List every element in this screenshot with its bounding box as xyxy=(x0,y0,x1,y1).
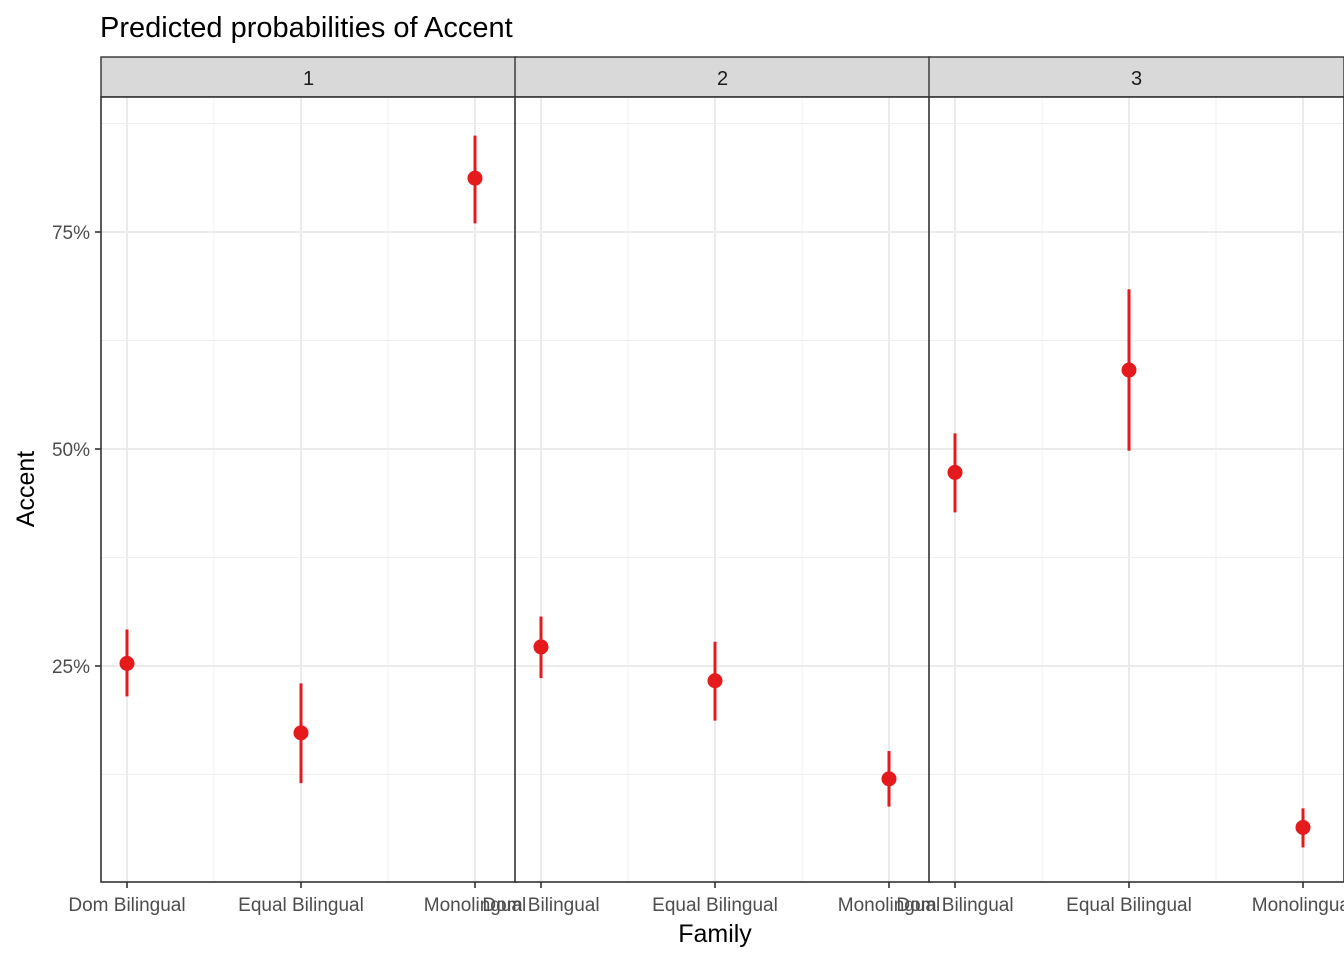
y-axis: 25% 50% 75% xyxy=(52,223,101,678)
x-tick-label: Dom Bilingual xyxy=(482,895,599,916)
facet-strip xyxy=(100,56,517,98)
data-point xyxy=(1121,362,1137,378)
data-point xyxy=(707,673,723,689)
plot-background xyxy=(929,97,1344,882)
panel-border xyxy=(928,96,1344,883)
y-tick-label: 75% xyxy=(52,223,90,244)
x-tick-label: Equal Bilingual xyxy=(652,895,778,916)
x-tick-label: Monolingual xyxy=(838,895,940,916)
x-axis-title: Family xyxy=(678,920,752,948)
data-point xyxy=(947,464,963,480)
facet-strip xyxy=(928,56,1344,98)
facet-panel-1: 1 Dom Bilingual Equal Bilingual Monolingual xyxy=(68,56,526,916)
y-tick-label: 50% xyxy=(52,440,90,461)
facet-panel-3: 3 Dom Bilingual Equal Bilingual Monolingual xyxy=(896,56,1344,916)
data-point xyxy=(467,170,483,186)
data-point xyxy=(1295,819,1311,835)
facet-strip-label: 1 xyxy=(303,68,314,90)
x-tick-label: Dom Bilingual xyxy=(68,895,185,916)
facet-strip-label: 3 xyxy=(1131,68,1142,90)
plot-background xyxy=(515,97,930,882)
data-point xyxy=(533,639,549,655)
x-tick-label: Monolingual xyxy=(1252,895,1344,916)
x-tick-label: Monolingual xyxy=(424,895,526,916)
y-tick-label: 25% xyxy=(52,657,90,678)
data-point xyxy=(881,771,897,787)
x-tick-label: Equal Bilingual xyxy=(1066,895,1192,916)
facets: 1 Dom Bilingual Equal Bilingual Monolingual… xyxy=(68,56,1344,916)
data-point xyxy=(293,725,309,741)
plot-background xyxy=(101,97,516,882)
chart-title: Predicted probabilities of Accent xyxy=(100,12,513,44)
facet-strip-label: 2 xyxy=(717,68,728,90)
x-tick-label: Equal Bilingual xyxy=(238,895,364,916)
x-tick-label: Dom Bilingual xyxy=(896,895,1013,916)
y-axis-title: Accent xyxy=(12,451,40,527)
facet-panel-2: 2 Dom Bilingual Equal Bilingual Monolingual xyxy=(482,56,940,916)
data-point xyxy=(119,655,135,671)
